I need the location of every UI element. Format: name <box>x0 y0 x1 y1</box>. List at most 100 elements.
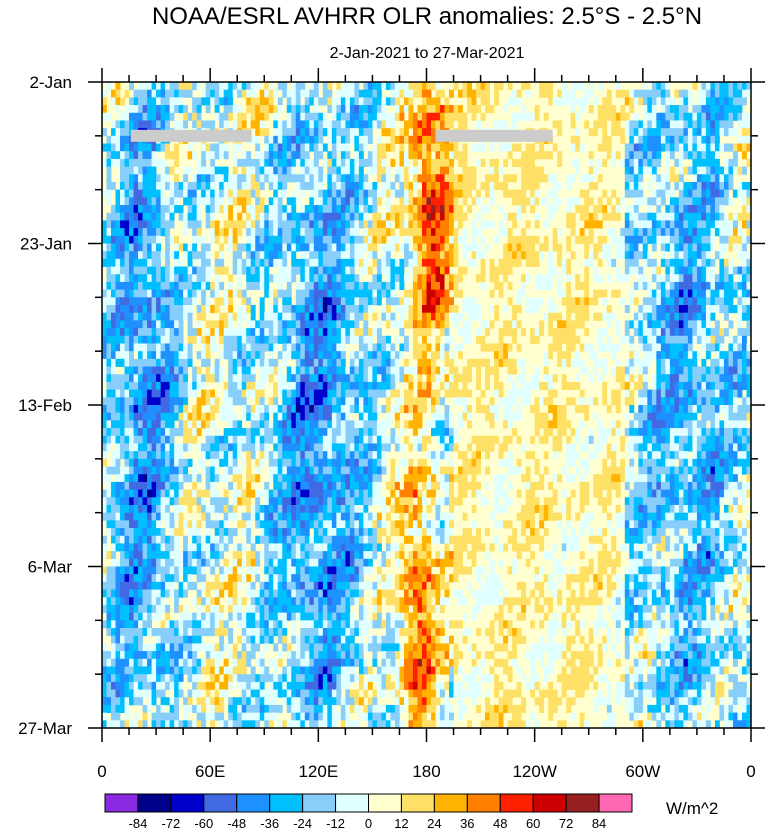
anomaly-cell <box>160 335 166 344</box>
anomaly-cell <box>205 343 211 352</box>
anomaly-cell <box>633 328 639 337</box>
anomaly-cell <box>701 320 707 329</box>
anomaly-cell <box>507 412 513 421</box>
anomaly-cell <box>219 189 225 198</box>
anomaly-cell <box>300 128 306 137</box>
anomaly-cell <box>160 181 166 191</box>
anomaly-cell <box>381 343 387 352</box>
anomaly-cell <box>557 243 563 252</box>
anomaly-cell <box>669 112 675 121</box>
anomaly-cell <box>151 212 157 221</box>
anomaly-cell <box>327 405 333 414</box>
anomaly-cell <box>683 366 689 375</box>
anomaly-cell <box>566 266 572 275</box>
anomaly-cell <box>142 174 148 183</box>
anomaly-cell <box>304 405 310 414</box>
anomaly-cell <box>120 335 125 344</box>
anomaly-cell <box>205 374 211 383</box>
anomaly-cell <box>367 197 373 206</box>
anomaly-cell <box>669 343 675 352</box>
anomaly-cell <box>187 312 193 321</box>
anomaly-cell <box>363 97 369 106</box>
anomaly-cell <box>178 181 184 191</box>
anomaly-cell <box>449 212 454 221</box>
anomaly-cell <box>349 212 355 221</box>
anomaly-cell <box>539 274 545 283</box>
anomaly-cell <box>282 181 288 191</box>
anomaly-cell <box>219 335 225 344</box>
anomaly-cell <box>106 243 112 252</box>
anomaly-cell <box>327 158 333 167</box>
anomaly-cell <box>381 289 387 298</box>
anomaly-cell <box>741 243 747 252</box>
anomaly-cell <box>273 197 279 206</box>
anomaly-cell <box>205 243 211 252</box>
anomaly-cell <box>340 258 346 267</box>
anomaly-cell <box>183 228 189 237</box>
anomaly-cell <box>358 105 364 114</box>
anomaly-cell <box>273 235 279 244</box>
anomaly-cell <box>611 120 617 129</box>
anomaly-cell <box>259 205 265 214</box>
anomaly-cell <box>124 281 130 291</box>
anomaly-cell <box>683 128 689 137</box>
anomaly-cell <box>142 258 148 267</box>
anomaly-cell <box>138 305 143 314</box>
anomaly-cell <box>723 381 729 391</box>
anomaly-cell <box>115 389 121 398</box>
anomaly-cell <box>169 205 175 214</box>
anomaly-cell <box>327 258 333 267</box>
anomaly-cell <box>300 212 306 221</box>
anomaly-cell <box>115 220 121 229</box>
anomaly-cell <box>435 374 441 383</box>
anomaly-cell <box>129 112 134 121</box>
anomaly-cell <box>331 397 337 406</box>
anomaly-cell <box>223 205 229 214</box>
anomaly-cell <box>232 82 238 91</box>
anomaly-cell <box>687 212 693 221</box>
anomaly-cell <box>638 305 644 314</box>
anomaly-cell <box>259 312 265 321</box>
anomaly-cell <box>723 297 729 306</box>
anomaly-cell <box>138 328 143 337</box>
anomaly-cell <box>313 281 319 291</box>
anomaly-cell <box>372 258 378 267</box>
anomaly-cell <box>210 120 216 129</box>
anomaly-cell <box>277 174 283 183</box>
anomaly-cell <box>692 143 698 152</box>
anomaly-cell <box>471 105 477 114</box>
anomaly-cell <box>728 366 734 375</box>
anomaly-cell <box>669 289 675 298</box>
anomaly-cell <box>606 405 612 414</box>
anomaly-cell <box>408 89 414 98</box>
anomaly-cell <box>237 328 243 337</box>
anomaly-cell <box>584 97 590 106</box>
anomaly-cell <box>696 389 702 398</box>
anomaly-cell <box>327 381 333 391</box>
anomaly-cell <box>183 374 189 383</box>
anomaly-cell <box>115 228 121 237</box>
anomaly-cell <box>309 305 315 314</box>
anomaly-cell <box>111 158 116 167</box>
anomaly-cell <box>340 351 346 360</box>
anomaly-cell <box>642 197 648 206</box>
anomaly-cell <box>250 420 256 429</box>
anomaly-cell <box>358 381 364 391</box>
anomaly-cell <box>295 174 301 183</box>
anomaly-cell <box>651 158 657 167</box>
anomaly-cell <box>367 397 373 406</box>
anomaly-cell <box>192 189 198 198</box>
anomaly-cell <box>277 420 283 429</box>
anomaly-cell <box>579 82 585 91</box>
anomaly-cell <box>696 166 702 175</box>
anomaly-cell <box>291 328 297 337</box>
anomaly-cell <box>250 205 256 214</box>
anomaly-cell <box>120 228 125 237</box>
anomaly-cell <box>385 120 391 129</box>
anomaly-cell <box>183 366 189 375</box>
anomaly-cell <box>376 381 382 391</box>
anomaly-cell <box>363 320 369 329</box>
anomaly-cell <box>169 89 175 98</box>
anomaly-cell <box>336 266 342 275</box>
anomaly-cell <box>309 320 315 329</box>
